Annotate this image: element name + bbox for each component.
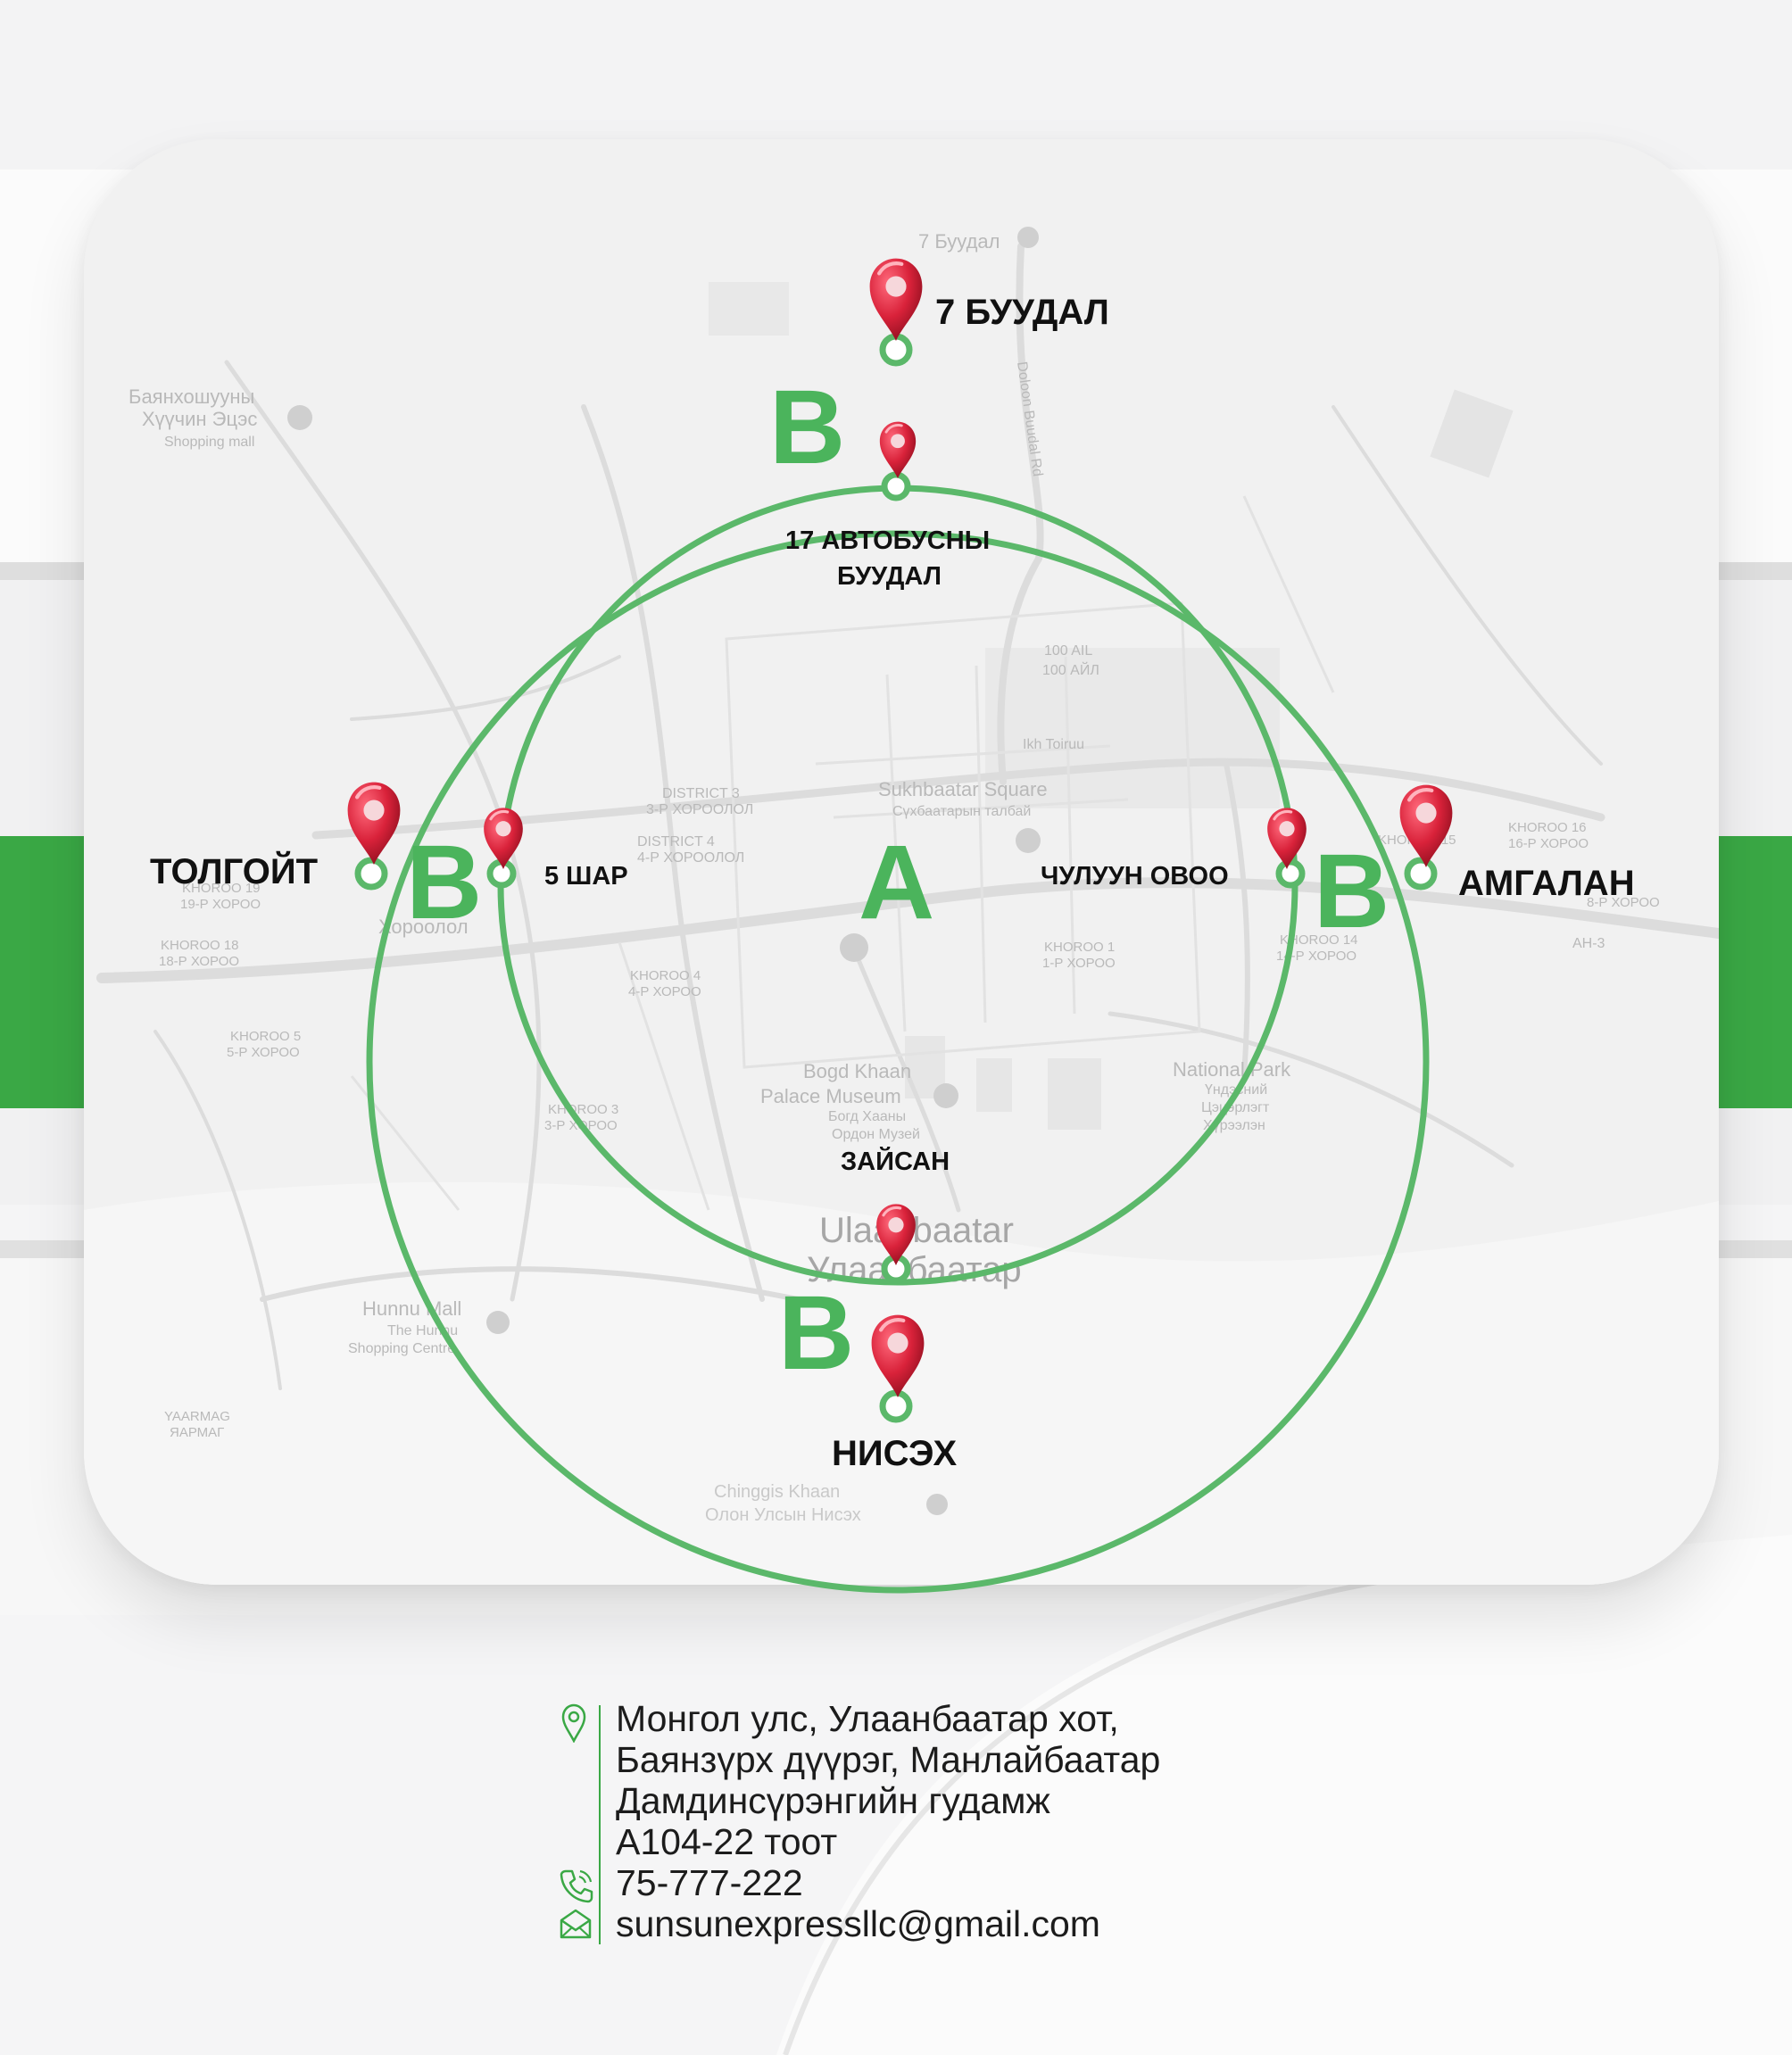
map-label: Сүхбаатарын талбай: [892, 804, 1031, 819]
map-label: 16-Р ХОРОО: [1508, 836, 1589, 851]
map-label: Богд Хааны: [828, 1109, 906, 1124]
label-nisekh: НИСЭХ: [832, 1434, 958, 1473]
map-label: KHOROO 18: [161, 938, 239, 953]
address-line-1: Монгол улс, Улаанбаатар хот,: [616, 1698, 1119, 1739]
map-label: DISTRICT 3: [662, 786, 740, 801]
contact-block: Монгол улс, Улаанбаатар хот, Баянзүрх дү…: [559, 1698, 1326, 1948]
map-label: 19-Р ХОРОО: [180, 897, 261, 912]
zone-letter-b-bottom: B: [778, 1274, 855, 1392]
map-label: Palace Museum: [760, 1085, 901, 1107]
map-label: DISTRICT 4: [637, 834, 715, 849]
map-label: Sukhbaatar Square: [878, 778, 1048, 800]
map-label: Chinggis Khaan: [714, 1482, 840, 1502]
address-line-4: А104-22 тоот: [616, 1821, 838, 1862]
map-marker-icon: [875, 1202, 917, 1267]
label-zaisan: ЗАЙСАН: [841, 1148, 950, 1176]
zone-letter-a: A: [859, 824, 935, 941]
map-label: 5-Р ХОРОО: [227, 1045, 300, 1060]
map-label: KHOROO 16: [1508, 820, 1587, 835]
envelope-icon: [560, 1909, 592, 1939]
node-nisekh: [879, 1389, 913, 1423]
phone-icon: [560, 1869, 593, 1903]
map-label: 4-Р ХОРООЛОЛ: [637, 850, 744, 866]
zone-letter-b-top: B: [769, 369, 846, 486]
map-label: 8-Р ХОРОО: [1587, 895, 1660, 910]
right-green-band: [1719, 836, 1792, 1108]
map-label: Ikh Toiruu: [1023, 737, 1084, 752]
label-5-shar: 5 ШАР: [544, 862, 628, 891]
map-marker-icon: [348, 783, 401, 865]
contact-divider: [599, 1705, 601, 1944]
map-label: KHOROO 5: [230, 1029, 301, 1044]
map-label: 100 АЙЛ: [1042, 661, 1099, 678]
label-17-bus-line2: БУУДАЛ: [837, 562, 942, 591]
address-line-3: Дамдинсүрэнгийн гудамж: [616, 1780, 1050, 1821]
map-label: ЯАРМАГ: [170, 1425, 224, 1440]
map-label: National Park: [1173, 1058, 1291, 1081]
map-label: KHOROO 19: [182, 881, 261, 896]
node-chuluun-ovoo: [1275, 858, 1306, 889]
node-amgalan: [1404, 857, 1438, 891]
map-label: KHOROO 14: [1280, 932, 1358, 948]
label-amgalan: АМГАЛАН: [1458, 864, 1635, 903]
map-label: 18-Р ХОРОО: [159, 954, 239, 969]
map-marker-icon: [872, 1315, 925, 1397]
map-label: Shopping Centre: [348, 1341, 455, 1356]
label-tolgoit: ТОЛГОЙТ: [150, 852, 319, 891]
zone-letter-b-left: B: [406, 824, 483, 941]
left-green-band: [0, 836, 84, 1108]
map-label: 7 Буудал: [918, 230, 1000, 253]
node-17-bus: [881, 471, 911, 501]
node-tolgoit: [354, 857, 388, 891]
map-label: 14-Р ХОРОО: [1276, 949, 1356, 964]
label-17-bus-line1: 17 АВТОБУСНЫ: [785, 526, 991, 555]
map-marker-icon: [878, 420, 917, 480]
map-label: Баянхошууны: [129, 385, 254, 408]
map-label: Цэцэрлэгт: [1201, 1100, 1270, 1115]
map-label: Ulaanbaatar: [819, 1211, 1014, 1250]
map-label: 100 AIL: [1044, 643, 1092, 659]
map-label: Ордон Музей: [832, 1127, 920, 1142]
map-label: AH-3: [1572, 936, 1605, 951]
map-card: Баянхошууны Хүүчин Эцэс Shopping mall 7 …: [84, 139, 1719, 1585]
label-chuluun-ovoo: ЧУЛУУН ОВОО: [1041, 862, 1229, 891]
phone-number[interactable]: 75-777-222: [616, 1862, 803, 1903]
map-marker-icon: [1265, 806, 1308, 871]
map-label: Shopping mall: [164, 435, 254, 450]
label-7-buudal: 7 БУУДАЛ: [935, 293, 1109, 332]
map-label: Хороолол: [378, 916, 469, 938]
map-label: Хүүчин Эцэс: [142, 408, 257, 430]
map-label: 1-Р ХОРОО: [1042, 956, 1116, 971]
map-label: 4-Р ХОРОО: [628, 984, 701, 999]
address-line-2: Баянзүрх дүүрэг, Манлайбаатар: [616, 1739, 1161, 1780]
outer-zone-ring: [366, 530, 1430, 1594]
map-marker-icon: [482, 806, 525, 871]
map-label: Олон Улсын Нисэх: [705, 1505, 861, 1525]
location-pin-icon: [561, 1703, 586, 1743]
delivery-zones: [84, 139, 1719, 1594]
map-label: YAARMAG: [164, 1409, 230, 1424]
zone-letter-b-right: B: [1314, 833, 1390, 950]
map-label: KHOROO 1: [1044, 940, 1115, 955]
map-label: Bogd Khaan: [803, 1060, 911, 1082]
map-marker-icon: [870, 259, 923, 341]
email-address[interactable]: sunsunexpressllc@gmail.com: [616, 1903, 1100, 1944]
map-label: Hunnu Mall: [362, 1297, 461, 1320]
map-marker-icon: [1400, 785, 1453, 867]
map-label: 3-Р ХОРООЛОЛ: [646, 802, 753, 817]
map-label: KHOROO 4: [630, 968, 701, 983]
